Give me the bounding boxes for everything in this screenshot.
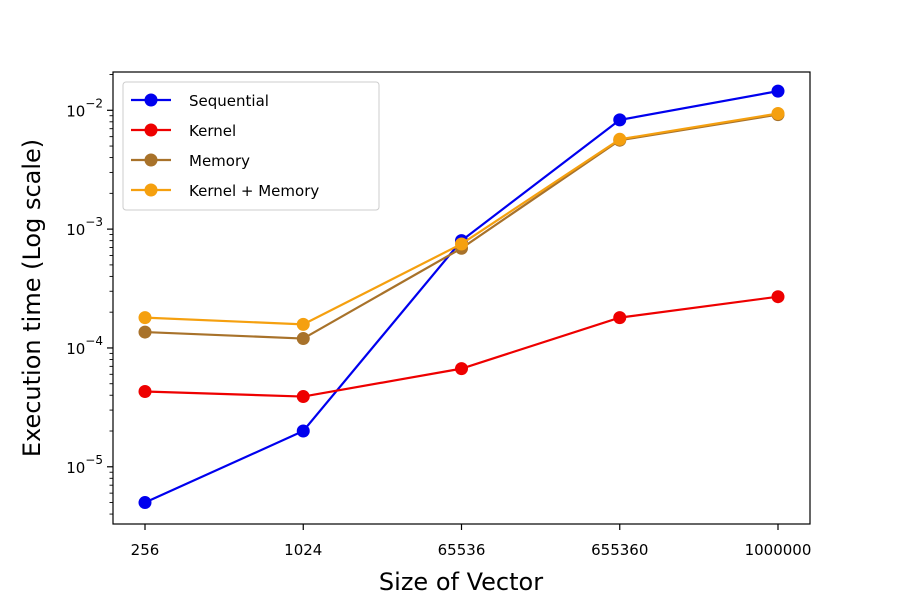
x-axis-label: Size of Vector <box>379 568 543 596</box>
legend-swatch-marker <box>144 183 158 197</box>
data-point <box>138 325 152 339</box>
data-point <box>771 290 785 304</box>
legend-label: Memory <box>189 152 250 170</box>
x-tick-label: 256 <box>131 541 160 559</box>
series-kernel-memory <box>138 106 785 331</box>
y-tick-label: 10−2 <box>66 96 103 120</box>
legend-box <box>122 81 380 211</box>
series-kernel <box>138 290 785 404</box>
data-point <box>296 317 310 331</box>
y-axis-ticks: 10−5 10−4 10−3 10−2 <box>66 74 113 515</box>
legend-item: Sequential <box>131 92 269 110</box>
legend-label: Sequential <box>189 92 269 110</box>
data-point <box>613 311 627 325</box>
legend-item: Memory <box>131 152 250 170</box>
legend-item: Kernel <box>131 122 236 140</box>
legend-item: Kernel + Memory <box>131 182 319 200</box>
legend-label: Kernel + Memory <box>189 182 319 200</box>
data-point <box>455 362 468 376</box>
data-point <box>613 132 627 146</box>
legend-swatch-marker <box>144 123 158 137</box>
data-point <box>138 385 152 399</box>
x-axis-ticks: 256 1024 65536 655360 1000000 <box>131 524 812 559</box>
legend-swatch-marker <box>144 153 158 167</box>
series-layer <box>138 84 785 510</box>
x-tick-label: 1024 <box>284 541 322 559</box>
data-point <box>296 390 310 404</box>
x-tick-label: 65536 <box>438 541 486 559</box>
x-tick-label: 655360 <box>591 541 648 559</box>
y-tick-label: 10−3 <box>66 215 103 239</box>
y-axis-label: Execution time (Log scale) <box>18 139 46 457</box>
data-point <box>771 106 785 120</box>
data-point <box>455 237 468 251</box>
legend-swatch-marker <box>144 93 158 107</box>
data-point <box>296 424 310 438</box>
x-tick-label: 1000000 <box>745 541 812 559</box>
legend: Sequential Kernel Memory Kernel + Memory <box>122 81 380 211</box>
y-tick-label: 10−5 <box>66 453 103 477</box>
data-point <box>138 311 152 325</box>
series-line <box>144 295 779 398</box>
data-point <box>771 84 785 98</box>
legend-label: Kernel <box>189 122 236 140</box>
y-tick-label: 10−4 <box>66 334 103 358</box>
data-point <box>613 113 627 127</box>
data-point <box>138 496 152 510</box>
data-point <box>296 332 310 346</box>
